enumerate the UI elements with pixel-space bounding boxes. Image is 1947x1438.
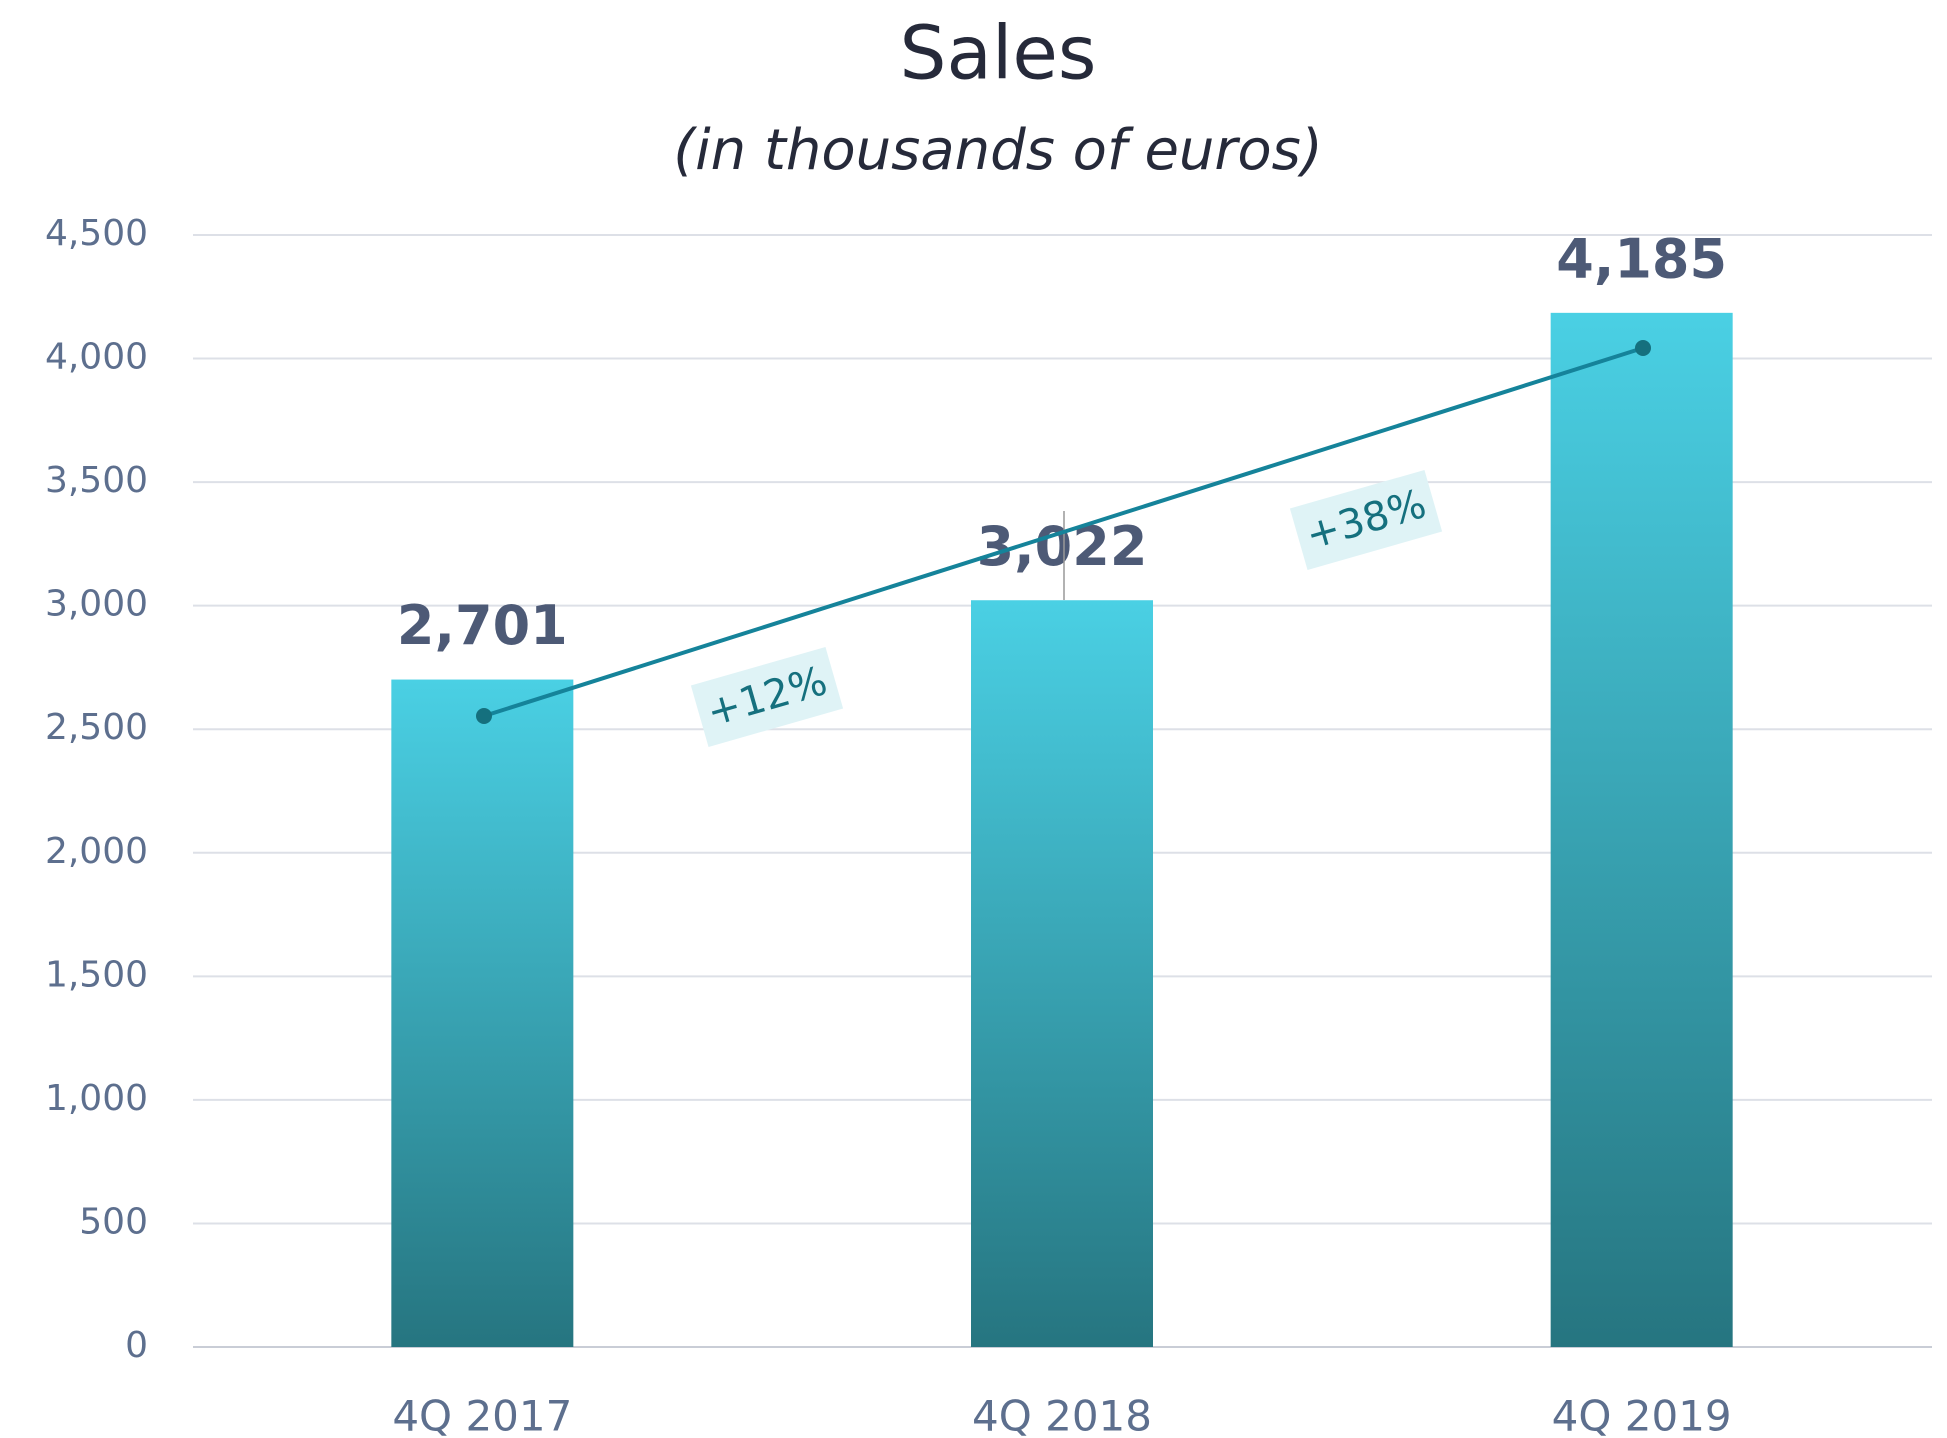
badge-bg: [690, 646, 844, 748]
badge-bg: [1289, 469, 1443, 571]
bar: [391, 679, 574, 1347]
y-tick-label: 4,000: [45, 337, 148, 378]
growth-badge: +12%: [690, 646, 844, 748]
chart-title: Sales: [900, 11, 1097, 97]
y-tick-label: 3,500: [45, 460, 148, 501]
bars: 4Q 2017 2,701 4Q 2018 3,022 4Q 2019 4,185: [391, 227, 1733, 1438]
trend-dot: [1635, 340, 1651, 356]
y-tick-label: 0: [125, 1325, 148, 1366]
y-tick-label: 1,500: [45, 954, 148, 995]
x-tick-label: 4Q 2017: [392, 1392, 572, 1438]
value-label: 2,701: [397, 594, 568, 657]
y-tick-label: 4,500: [45, 213, 148, 254]
trend-dot: [476, 708, 492, 724]
y-tick-label: 2,000: [45, 831, 148, 872]
x-tick-label: 4Q 2019: [1552, 1392, 1732, 1438]
bar: [1550, 312, 1733, 1348]
value-label: 3,022: [977, 515, 1148, 578]
bar: [971, 600, 1153, 1347]
y-tick-label: 1,000: [45, 1078, 148, 1119]
y-tick-label: 2,500: [45, 707, 148, 748]
x-tick-label: 4Q 2018: [972, 1392, 1152, 1438]
growth-badge: +38%: [1289, 469, 1443, 571]
y-tick-label: 3,000: [45, 584, 148, 625]
chart-subtitle: (in thousands of euros): [673, 118, 1322, 183]
value-label: 4,185: [1556, 227, 1727, 290]
y-tick-label: 500: [79, 1201, 148, 1242]
trend-line: [483, 346, 1644, 718]
